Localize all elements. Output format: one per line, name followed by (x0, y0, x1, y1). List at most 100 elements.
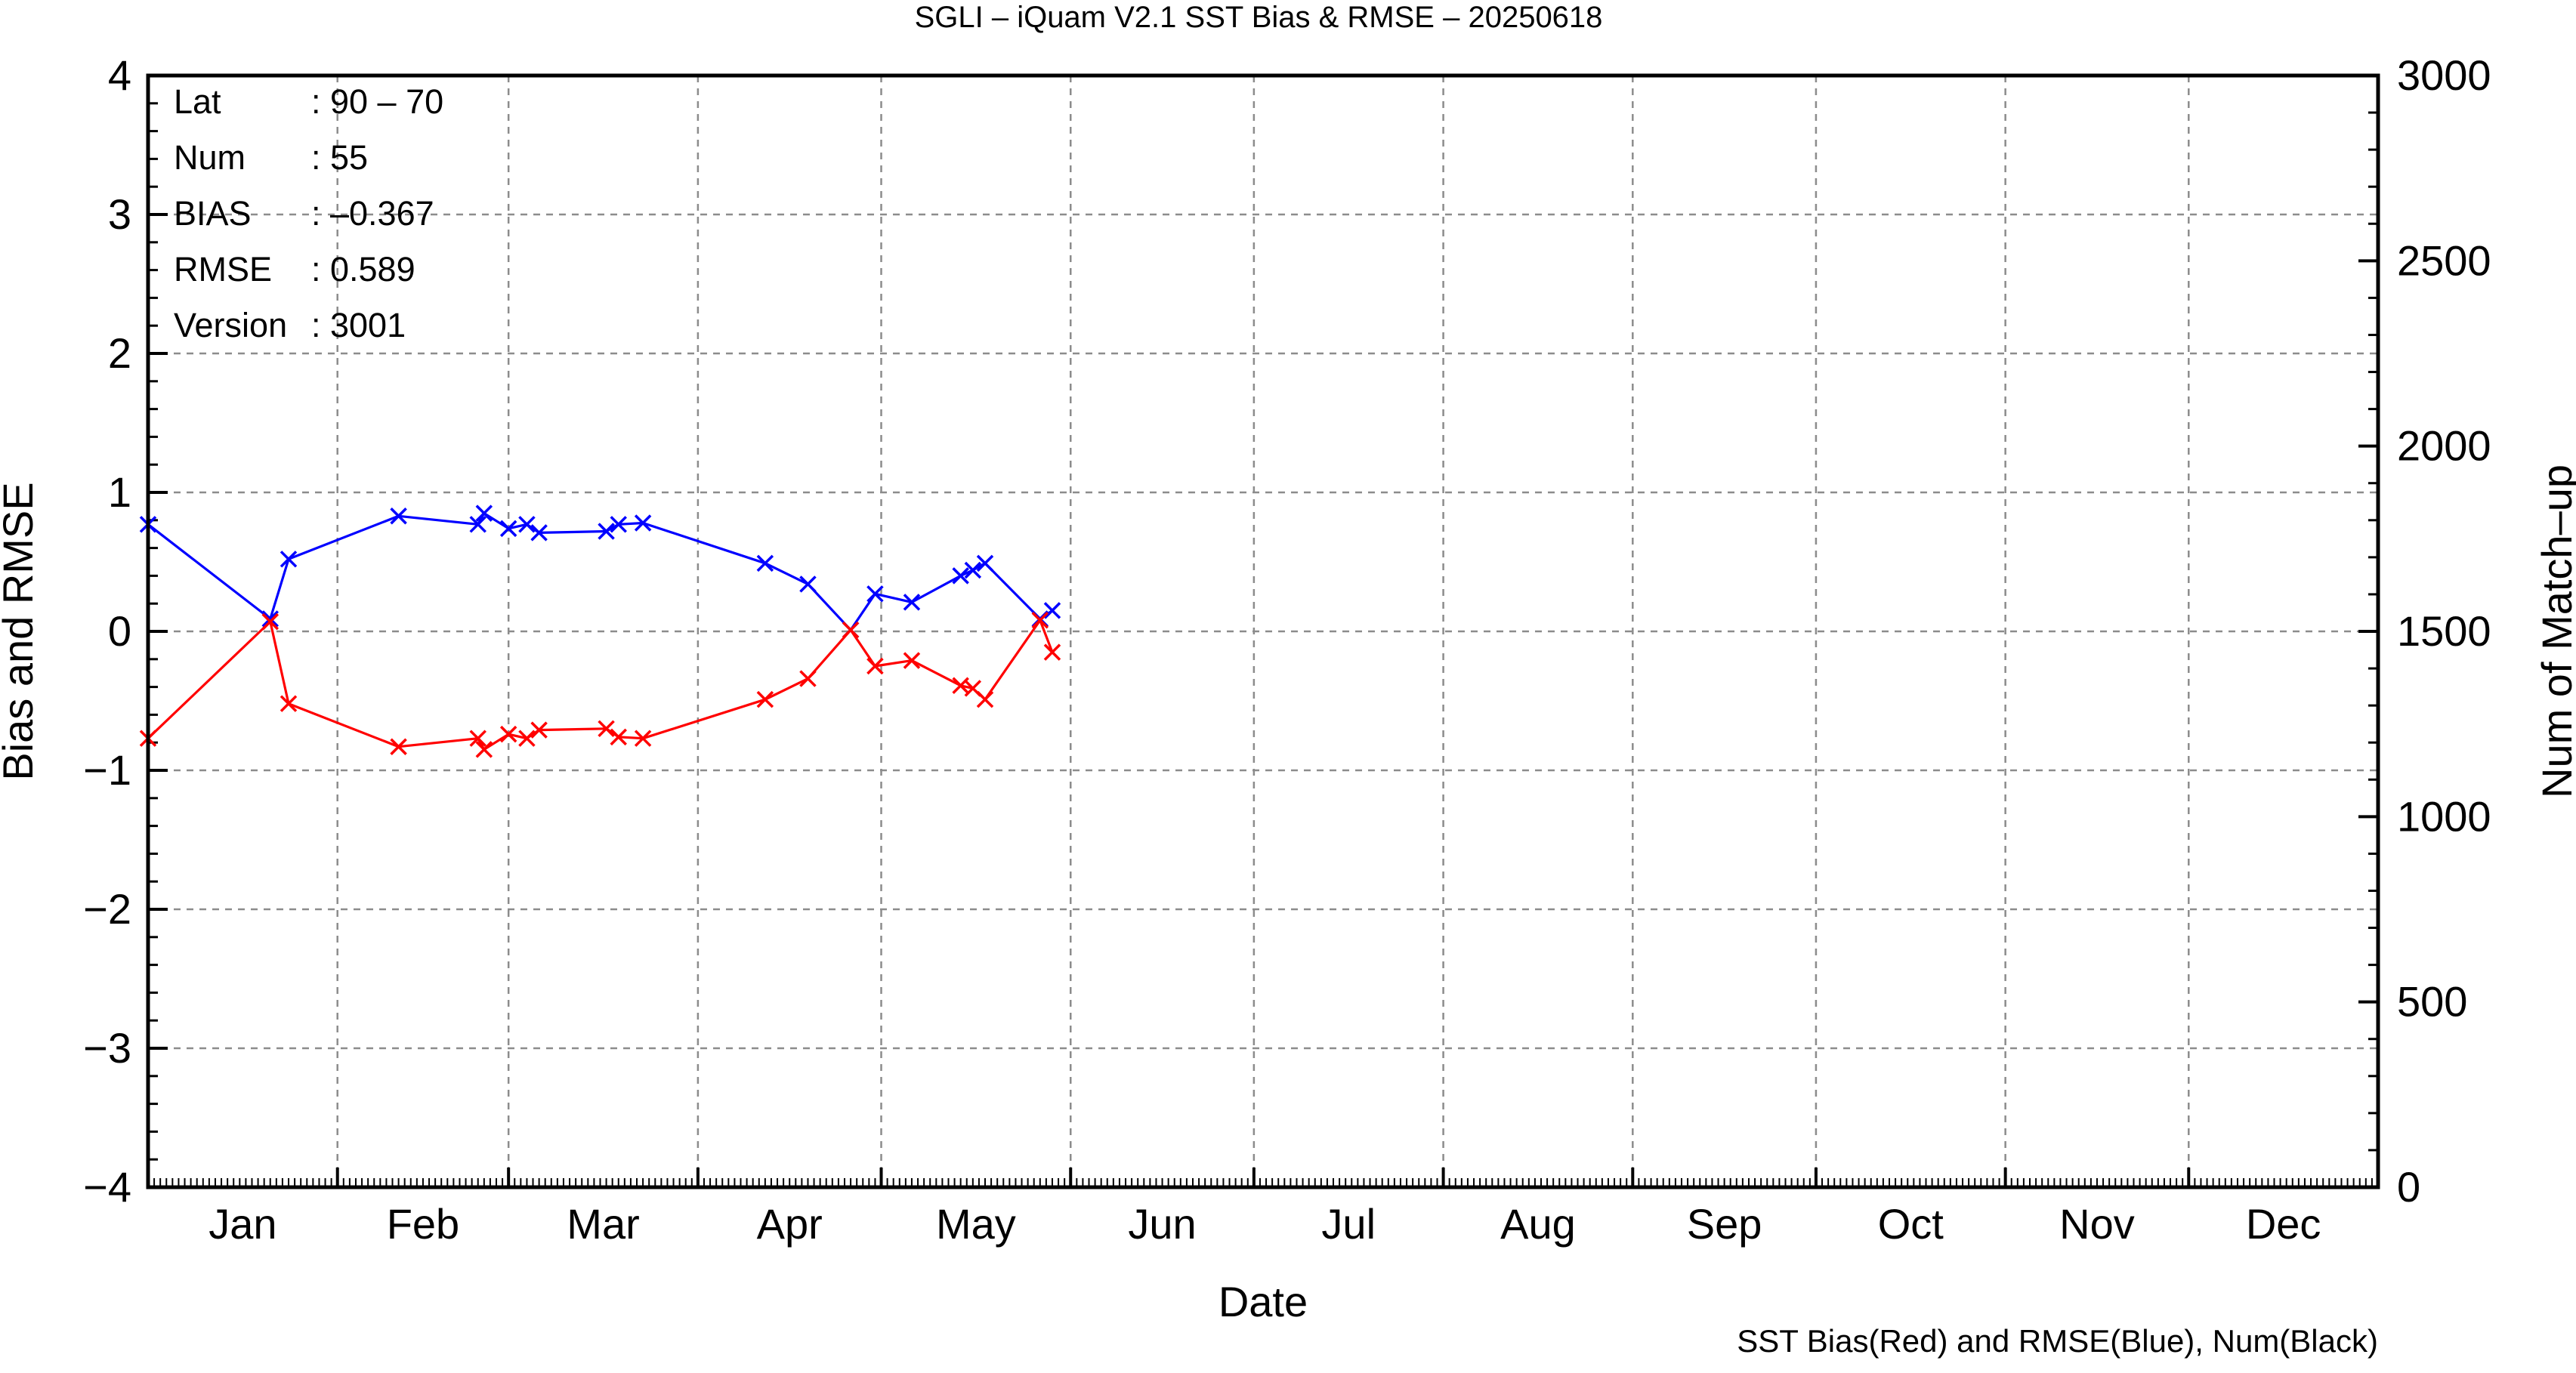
data-point-0 (952, 567, 969, 585)
data-point-0 (610, 516, 627, 533)
marker-stroke (964, 561, 982, 579)
info-box: Lat : 90 – 70 Num : 55 BIAS : –0.367 RMS… (174, 82, 443, 344)
marker-stroke (610, 516, 627, 533)
data-point-0 (475, 504, 493, 522)
data-point-1 (976, 690, 994, 708)
marker-stroke (280, 695, 298, 712)
data-point-1 (634, 730, 652, 747)
marker-stroke (610, 728, 627, 746)
data-point-1 (1031, 612, 1049, 629)
marker-stroke (475, 504, 493, 522)
data-point-0 (976, 554, 994, 572)
x-tick-label: Sep (1687, 1200, 1762, 1248)
marker-stroke (799, 670, 817, 687)
y-tick-label: −3 (83, 1024, 131, 1072)
y-tick-label: −1 (83, 746, 131, 794)
x-tick-label: Jan (208, 1200, 276, 1248)
series-line-1 (147, 619, 1054, 751)
data-point-0 (518, 516, 536, 533)
marker-stroke (390, 508, 407, 525)
y2-tick-label: 0 (2397, 1163, 2420, 1211)
y2-tick-label: 3000 (2397, 51, 2491, 99)
y-tick-label: 4 (108, 51, 131, 99)
data-point-0 (469, 516, 486, 533)
info-lat-value: : 90 – 70 (311, 82, 443, 121)
chart-title: SGLI – iQuam V2.1 SST Bias & RMSE – 2025… (915, 1, 1603, 34)
data-point-0 (866, 585, 884, 603)
data-point-0 (634, 514, 652, 532)
y2-tick-label: 2000 (2397, 422, 2491, 470)
data-point-0 (499, 520, 517, 538)
y-tick-label: 2 (108, 329, 131, 377)
data-point-1 (475, 741, 493, 758)
data-point-1 (866, 657, 884, 675)
marker-stroke (261, 610, 279, 628)
x-tick-label: Jul (1321, 1200, 1376, 1248)
y2-tick-labels: 3000 2500 2000 1500 1000 500 0 (2397, 51, 2491, 1211)
y2-tick-label: 2500 (2397, 236, 2491, 284)
marker-stroke (261, 612, 279, 631)
x-tick-label: Oct (1878, 1200, 1944, 1248)
y-tick-labels: 4 3 2 1 0 −1 −2 −3 −4 (83, 51, 131, 1211)
marker-stroke (634, 730, 652, 747)
info-lat-label: Lat (174, 82, 221, 121)
data-point-0 (903, 594, 921, 611)
y-tick-label: −2 (83, 885, 131, 933)
x-tick-label: Aug (1500, 1200, 1576, 1248)
marker-stroke (976, 554, 994, 572)
marker-stroke (866, 657, 884, 675)
marker-stroke (518, 730, 536, 747)
y2-tick-label: 500 (2397, 978, 2467, 1026)
y2-axis-title: Num of Match–up (2533, 464, 2576, 798)
data-point-0 (280, 551, 298, 568)
data-point-1 (280, 695, 298, 712)
x-tick-label: Nov (2059, 1200, 2135, 1248)
info-rmse-label: RMSE (174, 250, 272, 288)
x-tick-label: Jun (1128, 1200, 1196, 1248)
info-rmse-value: : 0.589 (311, 250, 415, 288)
marker-stroke (530, 721, 548, 739)
data-point-0 (530, 524, 548, 541)
data-point-1 (598, 720, 615, 738)
y-axis-title: Bias and RMSE (0, 482, 42, 780)
data-point-1 (610, 728, 627, 746)
y-tick-label: 3 (108, 190, 131, 238)
marker-stroke (598, 720, 615, 738)
marker-stroke (499, 520, 517, 538)
marker-stroke (1043, 602, 1061, 619)
y-tick-label: 0 (108, 607, 131, 655)
marker-stroke (390, 738, 407, 755)
marker-stroke (756, 554, 774, 572)
data-point-0 (964, 561, 982, 579)
chart-caption: SST Bias(Red) and RMSE(Blue), Num(Black) (1737, 1323, 2378, 1359)
data-point-1 (842, 621, 860, 639)
data-point-0 (390, 508, 407, 525)
y2-tick-label: 1000 (2397, 792, 2491, 840)
marker-stroke (469, 516, 486, 533)
marker-stroke (1043, 643, 1061, 661)
info-version-label: Version (174, 306, 287, 344)
data-point-1 (756, 690, 774, 708)
marker-stroke (842, 621, 860, 639)
data-point-1 (903, 652, 921, 669)
data-point-1 (799, 670, 817, 687)
data-point-1 (469, 730, 486, 747)
info-num-label: Num (174, 138, 246, 177)
marker-stroke (280, 551, 298, 568)
data-point-1 (499, 725, 517, 743)
x-tick-label: Dec (2246, 1200, 2321, 1248)
marker-stroke (964, 680, 982, 697)
marker-stroke (866, 585, 884, 603)
info-num-value: : 55 (311, 138, 368, 177)
x-tick-label: Apr (757, 1200, 823, 1248)
data-point-1 (261, 612, 279, 631)
series-line-0 (147, 511, 1053, 631)
y-tick-label: −4 (83, 1163, 131, 1211)
data-point-1 (518, 730, 536, 747)
marker-stroke (499, 725, 517, 743)
data-point-0 (1043, 602, 1061, 619)
x-tick-label: Mar (567, 1200, 639, 1248)
data-point-0 (261, 610, 279, 628)
